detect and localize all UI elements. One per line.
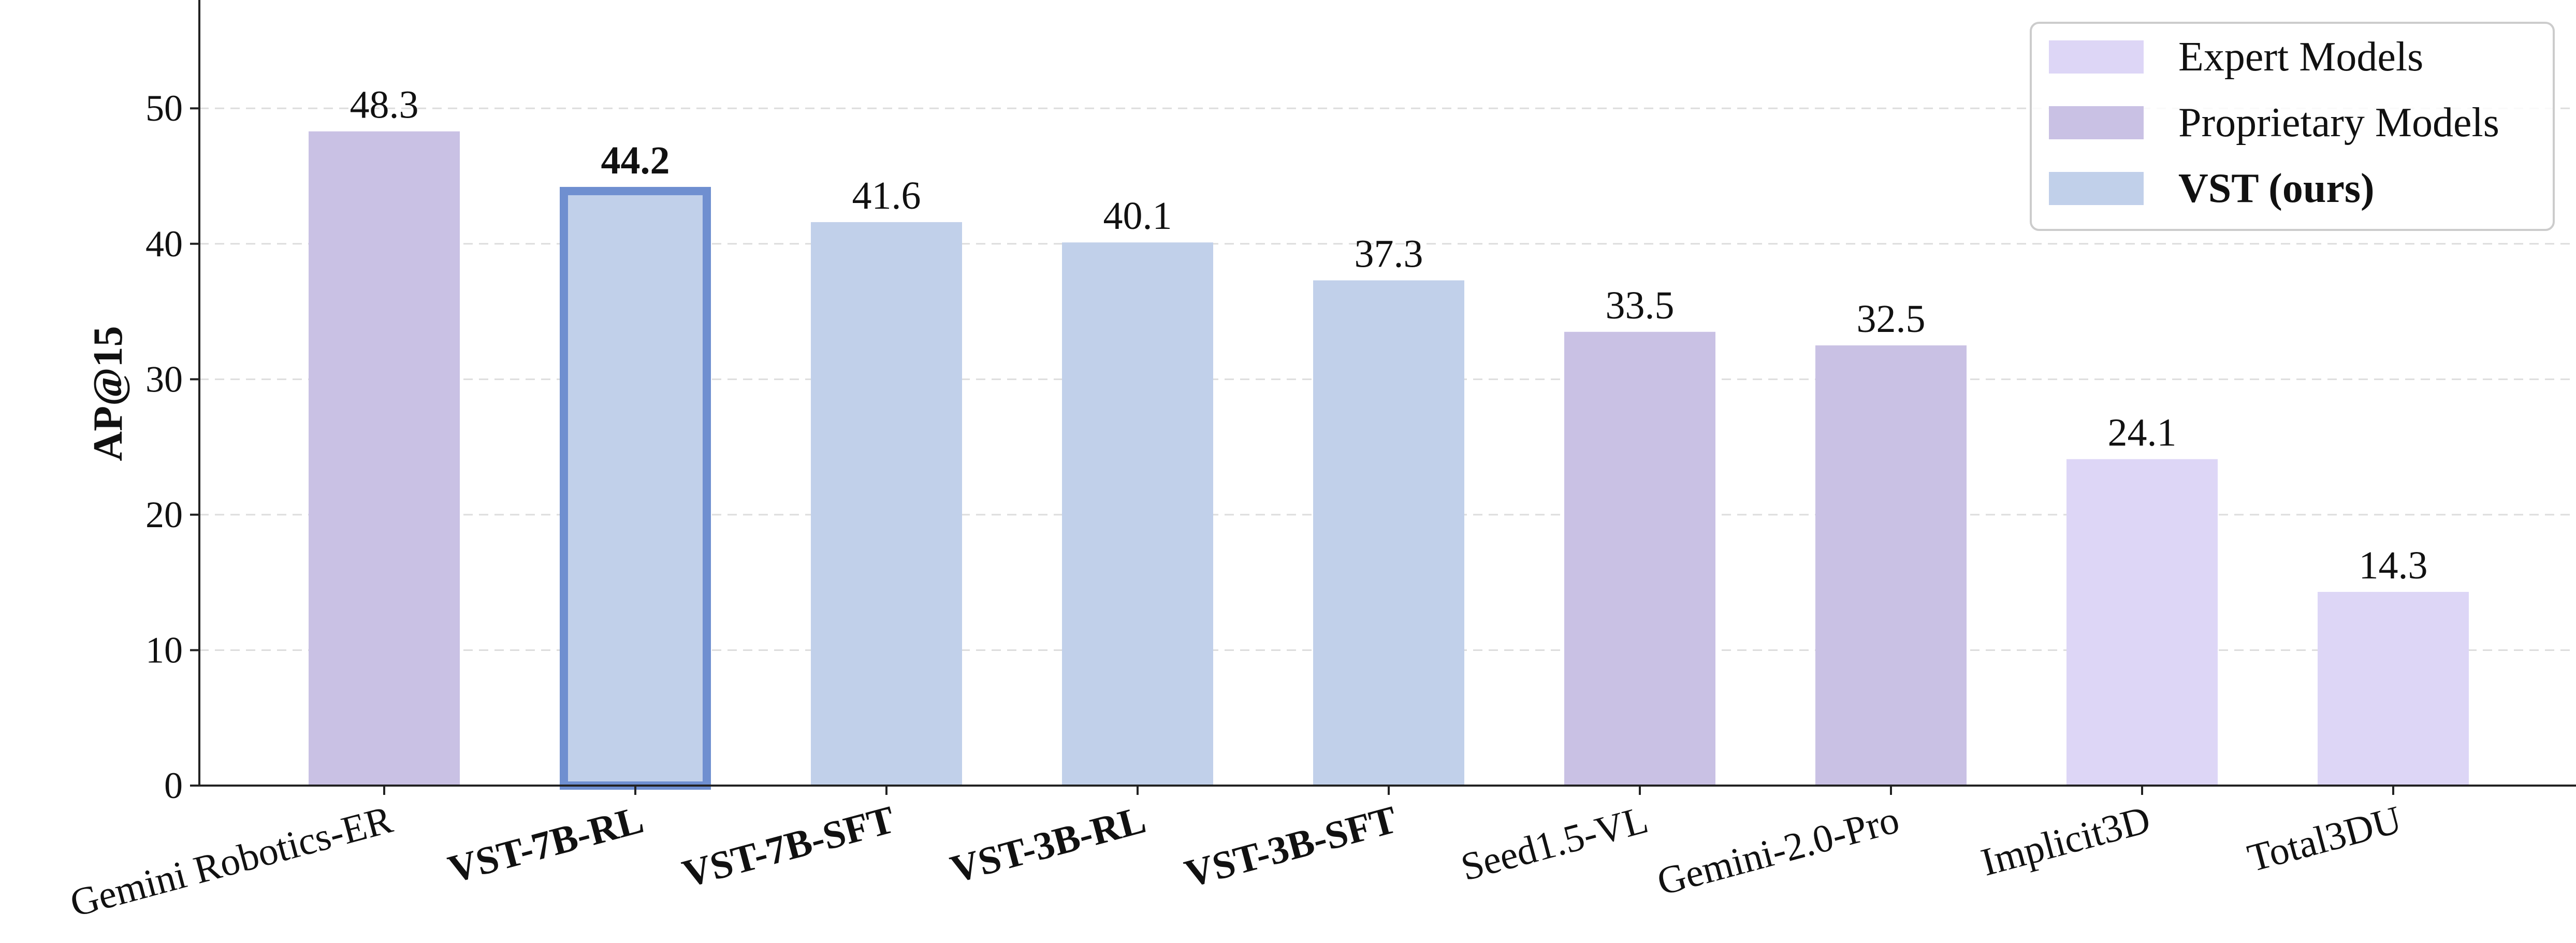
bar	[1815, 345, 1967, 786]
category-label: VST-7B-RL	[444, 797, 648, 891]
value-label: 33.5	[1606, 284, 1675, 327]
bar	[1062, 242, 1213, 786]
legend: Expert Models Proprietary Models VST (ours…	[2030, 22, 2555, 231]
value-label: 24.1	[2108, 411, 2177, 455]
category-label: Implicit3D	[1977, 797, 2155, 884]
y-tick-label: 40	[145, 223, 183, 265]
category-label: Gemini-2.0-Pro	[1653, 797, 1904, 904]
bar	[2066, 459, 2218, 786]
bar	[1313, 280, 1464, 786]
y-tick-label: 50	[145, 88, 183, 129]
legend-swatch	[2049, 106, 2144, 139]
value-label: 44.2	[601, 139, 670, 182]
category-label: VST-3B-SFT	[1180, 797, 1401, 896]
legend-label: Expert Models	[2178, 34, 2423, 80]
value-label: 32.5	[1857, 297, 1926, 341]
legend-label: VST (ours)	[2178, 166, 2375, 211]
y-tick-label: 10	[145, 629, 183, 671]
bars	[309, 131, 2469, 790]
category-label: Total3DU	[2243, 797, 2406, 880]
legend-swatch	[2049, 172, 2144, 205]
legend-swatch	[2049, 40, 2144, 74]
category-label: Seed1.5-VL	[1457, 797, 1653, 889]
bar	[2318, 591, 2469, 786]
legend-label: Proprietary Models	[2178, 100, 2499, 146]
value-label: 14.3	[2359, 544, 2428, 587]
legend-frame	[2030, 22, 2555, 231]
category-label: Gemini Robotics-ER	[66, 797, 397, 925]
y-ticks: 0 10 20 30 40 50	[145, 88, 2394, 806]
value-label: 40.1	[1103, 194, 1172, 238]
value-labels: 48.3 44.2 41.6 40.1 37.3 33.5 32.5 24.1 14.3	[350, 83, 2428, 587]
bar	[309, 131, 460, 786]
category-label: VST-3B-RL	[946, 797, 1150, 891]
category-label: VST-7B-SFT	[678, 797, 899, 896]
value-label: 37.3	[1355, 232, 1423, 275]
bar	[1564, 331, 1715, 786]
y-tick-label: 30	[145, 358, 183, 400]
y-tick-label: 20	[145, 494, 183, 535]
value-label: 48.3	[350, 83, 419, 127]
bar	[560, 186, 711, 790]
y-tick-label: 0	[164, 765, 183, 806]
category-labels: Gemini Robotics-ER VST-7B-RL VST-7B-SFT VST…	[66, 797, 2406, 925]
y-axis-label: AP@15	[85, 326, 131, 461]
value-label: 41.6	[852, 174, 921, 217]
bar	[811, 222, 962, 786]
